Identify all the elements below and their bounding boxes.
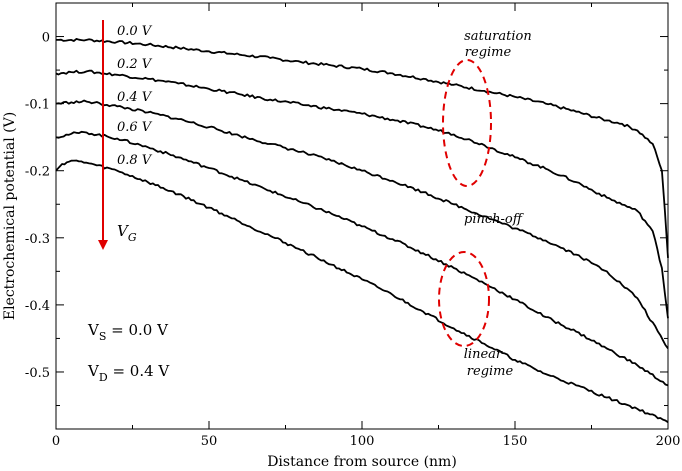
saturation-regime-word: regime [465,45,512,60]
linear-regime-label: linear regime [464,347,514,379]
linear-regime-word: regime [467,364,514,379]
vs-main: V [87,321,100,339]
series-label-4: 0.8 V [117,153,153,168]
saturation-word: saturation [464,29,532,44]
vg-arrow-head [98,240,108,250]
series-line-3 [55,130,669,387]
y-tick-label: -0.4 [25,299,50,314]
x-tick-label: 150 [503,434,528,449]
series-line-4 [55,159,669,424]
series-label-1: 0.2 V [117,57,153,72]
vg-label: VG [117,222,137,244]
vd-sub: D [99,371,108,384]
y-tick-label: -0.1 [25,98,50,113]
y-tick-label: -0.3 [25,232,50,247]
linear-regime-marker [438,251,490,347]
vd-label: VD = 0.4 V [87,362,170,384]
vg-main: V [117,222,130,240]
x-tick-label: 0 [52,434,60,449]
vd-main: V [87,362,100,380]
series-line-2 [55,99,669,350]
series-label-3: 0.6 V [117,120,153,135]
vs-value: = 0.0 V [106,321,169,339]
y-tick-label: -0.2 [25,165,50,180]
y-tick-label: 0 [42,31,50,46]
x-tick-label: 100 [350,434,375,449]
linear-word: linear [464,347,503,362]
saturation-regime-label: saturation regime [464,29,536,60]
series-lines [55,38,669,424]
series-label-0: 0.0 V [117,24,153,39]
plot-area: 0 50 100 150 200 0 -0.1 -0.2 -0.3 -0.4 -0.5 [25,2,680,449]
series-line-0 [56,38,669,258]
axis-ticks: 0 50 100 150 200 0 -0.1 -0.2 -0.3 -0.4 -0.5 [25,3,680,449]
annotation-markers [98,20,492,347]
series-line-1 [55,69,669,319]
vd-value: = 0.4 V [108,362,171,380]
series-labels: 0.0 V 0.2 V 0.4 V 0.6 V 0.8 V [117,24,153,168]
pinch-off-label: pinch-off [464,212,525,227]
x-tick-label: 200 [656,434,681,449]
saturation-regime-marker [442,59,492,187]
vg-sub: G [128,231,137,244]
vs-label: VS = 0.0 V [87,321,169,343]
vs-sub: S [99,330,107,343]
x-tick-label: 50 [201,434,218,449]
x-axis-label: Distance from source (nm) [267,454,457,470]
y-tick-label: -0.5 [25,366,50,381]
y-axis-label: Electrochemical potential (V) [2,112,18,320]
series-label-2: 0.4 V [117,90,153,105]
